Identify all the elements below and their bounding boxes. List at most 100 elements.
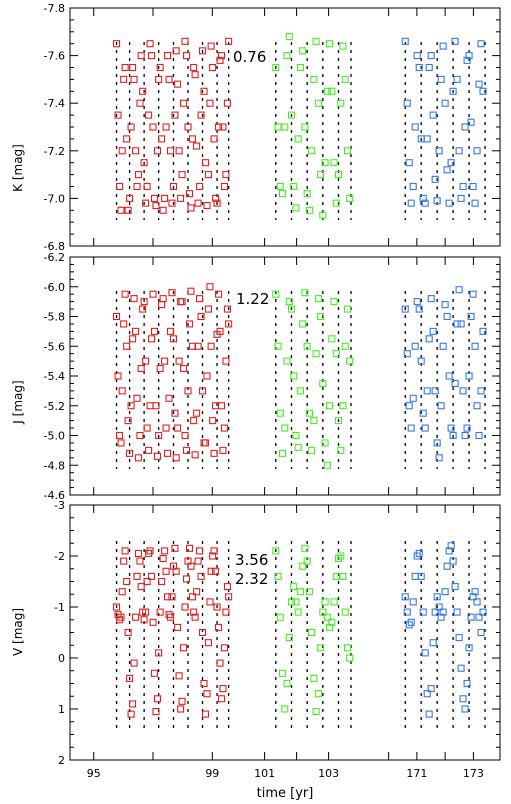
data-point bbox=[180, 99, 188, 107]
data-point bbox=[168, 199, 176, 207]
data-point bbox=[465, 52, 473, 60]
data-point bbox=[343, 644, 352, 652]
data-point bbox=[136, 99, 144, 107]
data-point bbox=[299, 47, 307, 55]
data-point bbox=[453, 75, 461, 83]
data-point bbox=[213, 603, 221, 611]
data-point bbox=[217, 695, 226, 703]
data-point bbox=[328, 87, 336, 95]
data-point bbox=[117, 613, 125, 621]
data-point bbox=[321, 598, 329, 606]
data-point bbox=[447, 424, 455, 432]
data-point bbox=[459, 182, 467, 191]
data-point bbox=[274, 572, 282, 580]
data-point bbox=[294, 608, 302, 616]
data-point bbox=[142, 357, 150, 365]
data-point bbox=[423, 387, 431, 395]
data-point bbox=[290, 182, 298, 191]
data-point bbox=[339, 572, 347, 580]
data-point bbox=[447, 159, 455, 167]
data-point bbox=[427, 295, 435, 303]
data-point bbox=[185, 190, 194, 198]
data-point bbox=[425, 710, 433, 718]
data-point bbox=[209, 417, 217, 425]
x-tick-label: 101 bbox=[254, 767, 275, 780]
data-point bbox=[455, 286, 463, 294]
data-point bbox=[314, 295, 322, 303]
data-point bbox=[190, 63, 198, 72]
data-point bbox=[473, 598, 481, 606]
data-point bbox=[127, 710, 135, 718]
data-point bbox=[136, 557, 144, 565]
data-point bbox=[453, 608, 461, 616]
data-point bbox=[207, 342, 215, 350]
data-point bbox=[146, 402, 154, 410]
data-point bbox=[143, 424, 151, 432]
data-point bbox=[337, 99, 345, 107]
data-point bbox=[121, 547, 129, 555]
annotation-k: 0.76 bbox=[233, 48, 266, 66]
data-point bbox=[219, 123, 227, 131]
data-point bbox=[222, 357, 230, 365]
data-point bbox=[433, 197, 441, 205]
y-tick-label: -1 bbox=[54, 601, 65, 614]
data-point bbox=[194, 557, 202, 565]
data-point bbox=[134, 549, 143, 558]
y-tick-label: -7.6 bbox=[44, 50, 65, 63]
data-point bbox=[433, 593, 441, 601]
data-point bbox=[276, 409, 284, 417]
data-point bbox=[190, 608, 198, 616]
data-point bbox=[181, 431, 189, 440]
data-point bbox=[326, 40, 334, 48]
data-point bbox=[425, 335, 433, 343]
data-point bbox=[443, 166, 451, 174]
data-point bbox=[332, 350, 340, 358]
data-point bbox=[117, 206, 125, 214]
data-point bbox=[332, 572, 340, 580]
data-point bbox=[473, 147, 481, 155]
data-point bbox=[433, 439, 441, 447]
data-point bbox=[475, 613, 483, 621]
data-point bbox=[419, 608, 427, 616]
data-point bbox=[276, 182, 284, 191]
data-point bbox=[308, 147, 316, 155]
plot-frame-j bbox=[69, 256, 501, 496]
data-point bbox=[413, 298, 421, 306]
data-point bbox=[175, 147, 183, 155]
data-point bbox=[431, 608, 439, 616]
data-point bbox=[334, 417, 343, 425]
data-point bbox=[459, 387, 467, 395]
data-point bbox=[471, 199, 479, 207]
data-point bbox=[437, 402, 445, 410]
data-point bbox=[312, 350, 320, 358]
data-point bbox=[163, 449, 172, 457]
data-point bbox=[158, 301, 166, 309]
data-point bbox=[423, 690, 431, 698]
data-point bbox=[308, 446, 316, 454]
y-axis-label-k: K [mag] bbox=[11, 144, 25, 192]
data-point bbox=[161, 194, 169, 202]
data-point bbox=[203, 690, 211, 698]
data-point bbox=[401, 37, 409, 45]
data-point bbox=[465, 372, 473, 380]
data-point bbox=[178, 171, 186, 179]
data-point bbox=[162, 424, 170, 432]
data-point bbox=[153, 695, 162, 703]
data-point bbox=[130, 75, 138, 83]
data-point bbox=[210, 547, 218, 555]
data-point bbox=[191, 451, 199, 459]
data-point bbox=[130, 659, 138, 667]
panel-j: J [mag] 1.22 bbox=[11, 256, 501, 496]
data-point bbox=[409, 182, 417, 191]
data-point bbox=[453, 320, 461, 328]
data-point bbox=[272, 290, 280, 298]
data-point bbox=[459, 695, 467, 703]
data-point bbox=[140, 298, 148, 306]
data-point bbox=[196, 295, 204, 303]
data-point bbox=[140, 616, 148, 624]
data-point bbox=[287, 111, 296, 119]
data-point bbox=[175, 357, 183, 365]
data-point bbox=[449, 431, 457, 440]
data-point bbox=[287, 598, 296, 606]
